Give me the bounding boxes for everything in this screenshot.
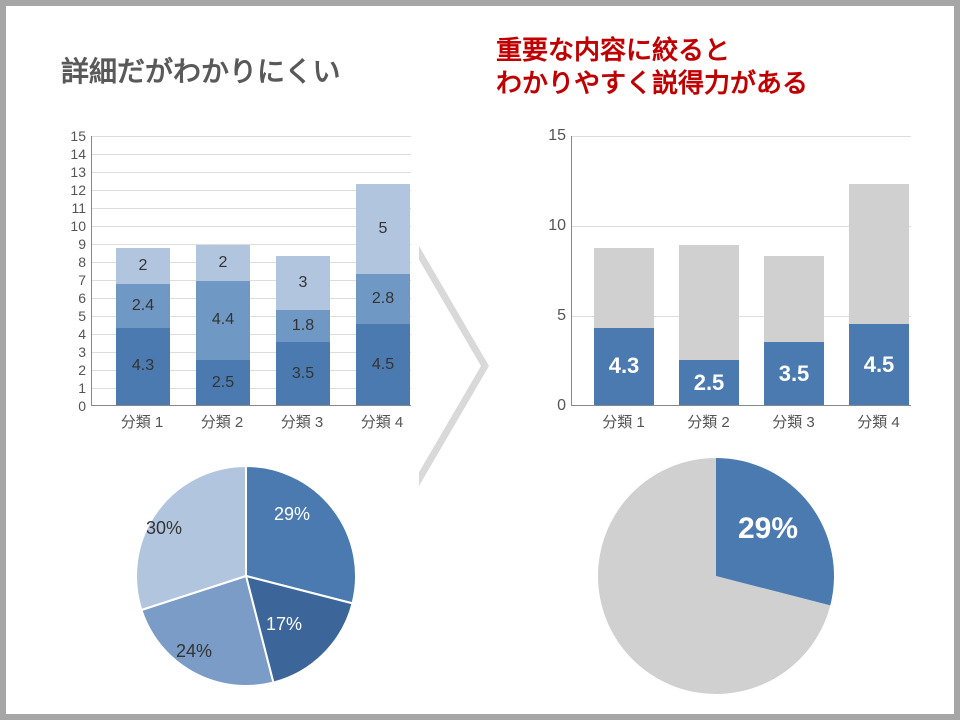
y-tick-label: 6 xyxy=(36,290,86,306)
pie-slice-label: 17% xyxy=(266,614,302,635)
bar-segment: 4.4 xyxy=(196,281,250,360)
pie-slice-label: 30% xyxy=(146,518,182,539)
pie-slice-label: 29% xyxy=(274,504,310,525)
y-tick-label: 5 xyxy=(516,307,566,325)
bar-segment: 3.5 xyxy=(276,342,330,405)
left-bar-chart: 4.32.422.54.423.51.834.52.85 01234567891… xyxy=(36,136,416,436)
bar-segment: 4.5 xyxy=(356,324,410,405)
y-tick-label: 10 xyxy=(516,217,566,235)
left-bar-plot: 4.32.422.54.423.51.834.52.85 xyxy=(91,136,411,406)
right-bar-chart: 4.32.53.54.5 051015 分類 1分類 2分類 3分類 4 xyxy=(516,136,916,436)
y-tick-label: 0 xyxy=(516,397,566,415)
grid-line xyxy=(572,136,911,137)
bar-segment: 2 xyxy=(116,248,170,284)
category-label: 分類 2 xyxy=(182,411,262,432)
left-title: 詳細だがわかりにくい xyxy=(61,54,340,89)
category-label: 分類 4 xyxy=(342,411,422,432)
y-tick-label: 7 xyxy=(36,272,86,288)
y-tick-label: 3 xyxy=(36,344,86,360)
y-tick-label: 9 xyxy=(36,236,86,252)
y-tick-label: 10 xyxy=(36,218,86,234)
y-tick-label: 13 xyxy=(36,164,86,180)
category-label: 分類 3 xyxy=(262,411,342,432)
right-pie-svg xyxy=(566,456,866,696)
bar-segment-main: 4.3 xyxy=(594,328,654,405)
right-pie-chart: 29% xyxy=(566,456,866,696)
y-tick-label: 4 xyxy=(36,326,86,342)
left-pie-chart: 29% 17% 24% 30% xyxy=(116,456,376,696)
y-tick-label: 11 xyxy=(36,200,86,216)
y-tick-label: 15 xyxy=(36,128,86,144)
pie-slice-label: 24% xyxy=(176,641,212,662)
category-label: 分類 1 xyxy=(581,411,666,432)
category-label: 分類 2 xyxy=(666,411,751,432)
bar-segment: 5 xyxy=(356,184,410,274)
grid-line xyxy=(92,154,411,155)
bar-segment: 2.8 xyxy=(356,274,410,324)
right-bar-plot: 4.3 2.5 3.5 4.5 xyxy=(571,136,911,406)
right-title-line2: わかりやすく説得力がある xyxy=(496,68,808,98)
y-tick-label: 8 xyxy=(36,254,86,270)
y-tick-label: 15 xyxy=(516,127,566,145)
bar-segment: 2 xyxy=(196,245,250,281)
y-tick-label: 1 xyxy=(36,380,86,396)
right-pie-label: 29% xyxy=(738,512,798,546)
bar-segment: 4.3 xyxy=(116,328,170,405)
grid-line xyxy=(92,136,411,137)
category-label: 分類 4 xyxy=(836,411,921,432)
bar-segment-main: 4.5 xyxy=(849,324,909,405)
bar-segment-rest xyxy=(679,245,739,360)
bar-segment-main: 3.5 xyxy=(764,342,824,405)
bar-segment: 1.8 xyxy=(276,310,330,342)
bar-segment-main: 2.5 xyxy=(679,360,739,405)
bar-segment: 3 xyxy=(276,256,330,310)
bar-segment-rest xyxy=(594,248,654,327)
right-title-line1: 重要な内容に絞ると xyxy=(496,35,730,65)
grid-line xyxy=(92,172,411,173)
right-title: 重要な内容に絞ると わかりやすく説得力がある xyxy=(496,34,808,99)
bar-segment-rest xyxy=(764,256,824,342)
y-tick-label: 5 xyxy=(36,308,86,324)
y-tick-label: 12 xyxy=(36,182,86,198)
y-tick-label: 14 xyxy=(36,146,86,162)
left-pie-svg xyxy=(116,456,376,696)
y-tick-label: 2 xyxy=(36,362,86,378)
bar-segment: 2.5 xyxy=(196,360,250,405)
y-tick-label: 0 xyxy=(36,398,86,414)
category-label: 分類 3 xyxy=(751,411,836,432)
category-label: 分類 1 xyxy=(102,411,182,432)
bar-segment-rest xyxy=(849,184,909,324)
bar-segment: 2.4 xyxy=(116,284,170,327)
slide-frame: 詳細だがわかりにくい 重要な内容に絞ると わかりやすく説得力がある 4.32.4… xyxy=(6,6,954,714)
